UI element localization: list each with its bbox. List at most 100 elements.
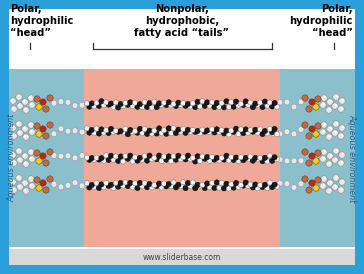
Circle shape: [306, 133, 312, 139]
Circle shape: [190, 180, 195, 185]
Circle shape: [125, 184, 130, 189]
Circle shape: [326, 107, 332, 113]
Circle shape: [214, 155, 219, 161]
Circle shape: [185, 101, 191, 107]
Circle shape: [200, 99, 205, 104]
Circle shape: [259, 128, 260, 129]
Circle shape: [178, 129, 183, 135]
Circle shape: [96, 131, 102, 136]
Circle shape: [231, 185, 236, 190]
Circle shape: [265, 159, 270, 164]
Circle shape: [22, 180, 28, 186]
Circle shape: [255, 157, 260, 162]
Circle shape: [241, 158, 246, 163]
Circle shape: [17, 103, 23, 109]
Circle shape: [113, 100, 118, 105]
Circle shape: [265, 131, 270, 136]
Circle shape: [29, 150, 31, 152]
Circle shape: [248, 154, 253, 159]
Circle shape: [147, 181, 152, 187]
Circle shape: [12, 188, 14, 190]
Circle shape: [231, 157, 236, 162]
Circle shape: [120, 183, 126, 188]
Circle shape: [30, 184, 32, 186]
Circle shape: [12, 161, 14, 163]
Text: Aqueous environment: Aqueous environment: [8, 114, 16, 202]
Circle shape: [94, 155, 99, 160]
Circle shape: [221, 102, 222, 103]
Circle shape: [219, 155, 224, 160]
Circle shape: [190, 127, 195, 133]
Circle shape: [111, 129, 116, 135]
Circle shape: [28, 176, 34, 182]
Circle shape: [209, 180, 215, 185]
Circle shape: [173, 127, 174, 129]
Circle shape: [17, 95, 19, 97]
Circle shape: [342, 153, 344, 155]
Circle shape: [104, 127, 109, 133]
Circle shape: [260, 184, 265, 190]
Circle shape: [101, 184, 106, 190]
Circle shape: [313, 185, 319, 191]
Circle shape: [92, 184, 97, 190]
Circle shape: [153, 157, 154, 158]
Circle shape: [333, 175, 339, 181]
Circle shape: [238, 101, 244, 106]
Circle shape: [24, 135, 26, 137]
Circle shape: [338, 160, 344, 166]
Circle shape: [108, 101, 114, 106]
Circle shape: [207, 103, 212, 108]
Circle shape: [79, 102, 85, 108]
Circle shape: [253, 182, 258, 187]
Circle shape: [79, 129, 85, 135]
Circle shape: [243, 155, 248, 161]
Circle shape: [47, 149, 53, 155]
Circle shape: [123, 153, 128, 158]
Circle shape: [18, 131, 20, 133]
Circle shape: [229, 99, 234, 105]
Circle shape: [324, 150, 326, 152]
Circle shape: [335, 131, 337, 133]
Circle shape: [298, 99, 304, 105]
Circle shape: [195, 182, 200, 187]
Circle shape: [173, 185, 179, 190]
Circle shape: [197, 131, 203, 136]
Circle shape: [18, 104, 20, 106]
Circle shape: [188, 184, 193, 189]
Circle shape: [209, 127, 215, 132]
Circle shape: [22, 153, 28, 159]
Circle shape: [96, 103, 102, 109]
Circle shape: [270, 180, 276, 186]
Circle shape: [79, 153, 85, 158]
Circle shape: [330, 127, 332, 129]
Circle shape: [134, 130, 135, 131]
Circle shape: [229, 182, 234, 187]
Circle shape: [342, 180, 344, 182]
Circle shape: [164, 131, 169, 136]
Circle shape: [17, 122, 19, 124]
Circle shape: [36, 131, 42, 137]
Circle shape: [106, 130, 111, 136]
Circle shape: [34, 150, 40, 156]
Circle shape: [202, 185, 207, 191]
Circle shape: [224, 99, 229, 104]
Circle shape: [221, 186, 227, 191]
Circle shape: [211, 182, 212, 183]
Circle shape: [11, 160, 17, 166]
Circle shape: [234, 126, 239, 131]
Circle shape: [231, 129, 236, 135]
Circle shape: [260, 159, 265, 164]
Circle shape: [255, 102, 260, 107]
Circle shape: [298, 158, 304, 164]
Circle shape: [336, 95, 338, 97]
Circle shape: [149, 156, 155, 162]
Circle shape: [29, 183, 35, 189]
Circle shape: [188, 129, 193, 135]
Circle shape: [195, 154, 200, 159]
Circle shape: [274, 156, 280, 162]
Circle shape: [195, 99, 200, 104]
Circle shape: [105, 101, 106, 102]
Circle shape: [219, 180, 224, 185]
Circle shape: [116, 105, 121, 110]
Circle shape: [272, 100, 277, 105]
